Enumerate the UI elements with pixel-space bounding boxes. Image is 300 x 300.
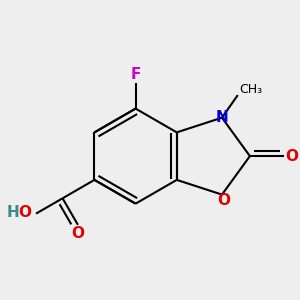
Text: O: O — [286, 148, 299, 164]
Text: CH₃: CH₃ — [239, 83, 262, 96]
Text: H: H — [7, 205, 20, 220]
Text: O: O — [217, 193, 230, 208]
Text: O: O — [18, 205, 31, 220]
Text: F: F — [130, 68, 141, 82]
Text: O: O — [71, 226, 84, 241]
Text: N: N — [216, 110, 228, 125]
